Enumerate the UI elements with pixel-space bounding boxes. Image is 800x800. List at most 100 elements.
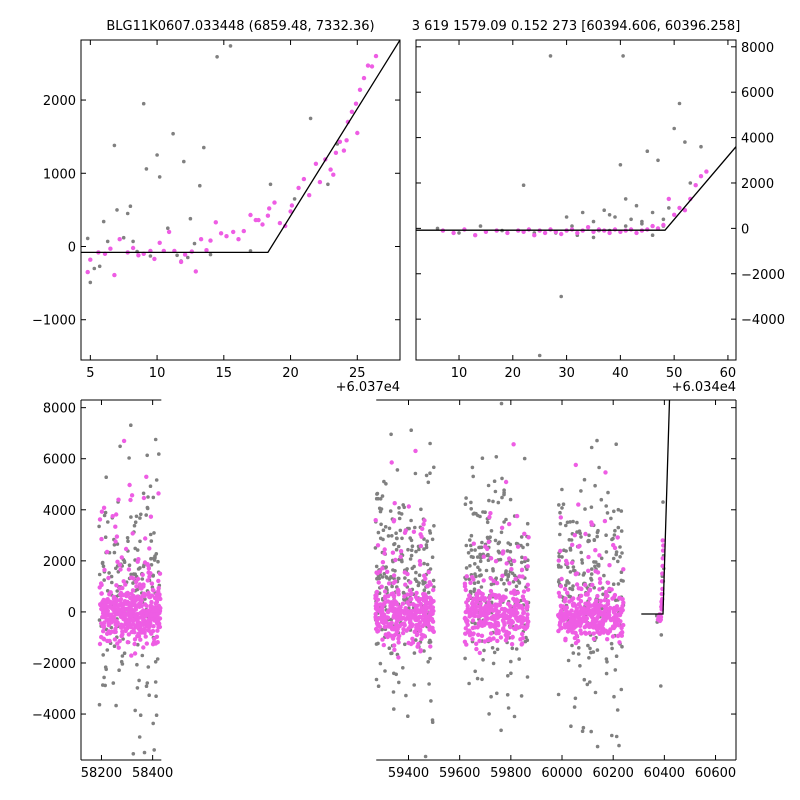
gray-data-point xyxy=(375,491,380,496)
magenta-data-point xyxy=(136,557,141,562)
gray-data-point xyxy=(129,572,133,577)
model-curve xyxy=(641,400,671,615)
gray-data-point xyxy=(464,543,469,548)
magenta-data-point xyxy=(127,601,132,606)
magenta-data-point xyxy=(380,609,385,614)
magenta-data-point xyxy=(398,604,403,610)
magenta-data-point xyxy=(150,617,155,622)
magenta-data-point xyxy=(407,588,413,593)
magenta-data-point xyxy=(512,591,517,596)
magenta-data-point xyxy=(416,598,422,604)
gray-data-point xyxy=(522,456,527,461)
magenta-data-point xyxy=(507,581,512,586)
gray-data-point xyxy=(489,694,493,699)
magenta-data-point xyxy=(218,231,224,236)
gray-data-point xyxy=(618,163,623,167)
magenta-data-point xyxy=(151,640,157,645)
magenta-data-point xyxy=(607,230,612,236)
magenta-data-point xyxy=(558,615,563,621)
gray-data-point xyxy=(568,548,573,552)
gray-data-point xyxy=(151,495,156,500)
magenta-data-point xyxy=(113,524,118,529)
x-tick-label: 60 xyxy=(720,366,737,381)
x-tick-label: 60200 xyxy=(593,766,634,781)
gray-data-point xyxy=(389,432,393,437)
gray-data-point xyxy=(616,559,620,564)
gray-data-point xyxy=(591,235,596,240)
magenta-data-point xyxy=(418,532,423,537)
magenta-data-point xyxy=(118,597,124,602)
magenta-data-point xyxy=(154,608,160,613)
gray-data-point xyxy=(157,175,162,179)
magenta-data-point xyxy=(660,563,665,569)
magenta-data-point xyxy=(99,536,104,542)
magenta-data-point xyxy=(659,579,665,584)
gray-data-point xyxy=(570,224,574,228)
gray-data-point xyxy=(504,517,508,522)
magenta-data-point xyxy=(470,600,475,605)
gray-data-point xyxy=(476,565,480,570)
gray-data-point xyxy=(496,500,501,505)
magenta-data-point xyxy=(376,580,381,585)
model-curve xyxy=(416,146,736,231)
gray-data-point xyxy=(618,545,622,549)
magenta-data-point xyxy=(119,622,124,627)
magenta-data-point xyxy=(427,627,432,632)
magenta-data-point xyxy=(115,559,120,564)
magenta-data-point xyxy=(241,228,246,234)
gray-data-point xyxy=(431,578,436,583)
gray-data-point xyxy=(423,754,428,759)
gray-data-point xyxy=(607,213,612,217)
magenta-data-point xyxy=(677,205,682,211)
magenta-data-point xyxy=(483,544,488,549)
x-tick-label: 20 xyxy=(505,366,522,381)
gray-data-point xyxy=(623,224,628,228)
x-tick-label: 59600 xyxy=(439,766,480,781)
magenta-data-point xyxy=(589,520,594,525)
magenta-data-point xyxy=(317,179,323,185)
gray-data-point xyxy=(146,495,150,499)
magenta-data-point xyxy=(590,582,595,588)
magenta-data-point xyxy=(462,227,467,232)
magenta-data-point xyxy=(520,574,525,579)
gray-data-point xyxy=(384,585,389,590)
gray-data-point xyxy=(557,503,561,507)
magenta-data-point xyxy=(155,628,160,633)
magenta-data-point xyxy=(118,590,124,596)
gray-data-point xyxy=(480,456,485,461)
gray-data-point xyxy=(140,653,145,658)
magenta-data-point xyxy=(621,567,626,572)
gray-data-point xyxy=(595,534,599,539)
gray-data-point xyxy=(92,266,97,271)
gray-data-point xyxy=(97,524,101,529)
gray-data-point xyxy=(387,577,392,581)
gray-data-point xyxy=(397,680,401,685)
gray-data-point xyxy=(105,648,110,652)
gray-data-point xyxy=(484,568,489,573)
gray-data-point xyxy=(667,206,671,210)
gray-data-point xyxy=(525,521,530,526)
magenta-data-point xyxy=(398,554,403,559)
magenta-data-point xyxy=(112,637,118,642)
x-tick-label: 25 xyxy=(349,366,366,381)
gray-data-point xyxy=(491,661,496,666)
magenta-data-point xyxy=(382,547,387,552)
gray-data-point xyxy=(489,529,494,533)
gray-data-point xyxy=(409,518,413,523)
magenta-data-point xyxy=(142,560,148,565)
gray-data-point xyxy=(609,516,613,521)
magenta-data-point xyxy=(144,641,149,646)
magenta-data-point xyxy=(415,607,420,613)
magenta-data-point xyxy=(331,172,336,177)
magenta-data-point xyxy=(392,643,397,648)
magenta-data-point xyxy=(128,618,134,623)
magenta-data-point xyxy=(248,212,253,218)
gray-data-point xyxy=(134,514,139,519)
magenta-data-point xyxy=(597,587,602,592)
magenta-data-point xyxy=(483,614,489,619)
magenta-data-point xyxy=(391,625,396,630)
magenta-data-point xyxy=(509,567,514,572)
magenta-data-point xyxy=(403,528,408,533)
magenta-data-point xyxy=(608,627,613,632)
magenta-data-point xyxy=(425,583,430,589)
